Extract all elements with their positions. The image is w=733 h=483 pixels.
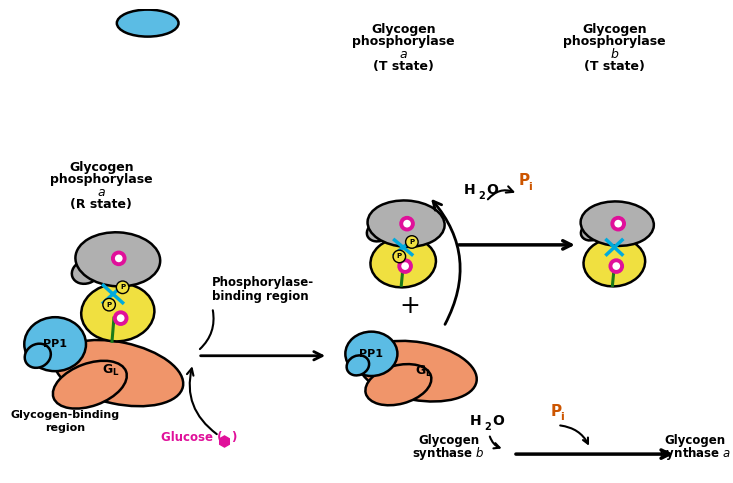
Ellipse shape <box>345 332 397 376</box>
Text: 2: 2 <box>479 191 485 200</box>
Text: P: P <box>397 254 402 259</box>
Circle shape <box>103 298 115 311</box>
Text: Glucose (: Glucose ( <box>161 431 223 443</box>
Ellipse shape <box>75 232 161 286</box>
Text: O: O <box>492 414 504 428</box>
Text: $\it{b}$: $\it{b}$ <box>610 47 619 61</box>
Circle shape <box>610 259 623 273</box>
Text: synthase $\it{b}$: synthase $\it{b}$ <box>412 445 485 462</box>
Ellipse shape <box>81 284 155 341</box>
Ellipse shape <box>358 341 476 401</box>
Circle shape <box>117 314 125 322</box>
Circle shape <box>398 259 412 273</box>
Text: i: i <box>528 182 532 192</box>
FancyArrowPatch shape <box>433 201 460 325</box>
Text: phosphorylase: phosphorylase <box>352 35 454 48</box>
Text: P: P <box>106 302 111 308</box>
Ellipse shape <box>583 238 645 286</box>
Circle shape <box>114 312 128 325</box>
Ellipse shape <box>365 364 431 405</box>
Text: Glycogen-binding: Glycogen-binding <box>10 411 119 420</box>
Ellipse shape <box>367 200 445 247</box>
FancyArrowPatch shape <box>490 437 500 448</box>
Ellipse shape <box>25 344 51 368</box>
Text: P: P <box>519 173 530 188</box>
Text: 2: 2 <box>485 422 491 432</box>
Text: P: P <box>120 284 125 290</box>
Text: binding region: binding region <box>213 290 309 303</box>
Text: +: + <box>399 294 420 318</box>
Circle shape <box>614 220 622 227</box>
Text: Glycogen: Glycogen <box>418 434 479 447</box>
Text: $\it{a}$: $\it{a}$ <box>97 185 106 199</box>
Circle shape <box>403 220 411 227</box>
Text: $\mathbf{G_L}$: $\mathbf{G_L}$ <box>102 363 120 378</box>
Text: P: P <box>550 403 561 419</box>
Text: region: region <box>45 423 85 433</box>
Text: phosphorylase: phosphorylase <box>563 35 666 48</box>
Text: H: H <box>470 414 482 428</box>
Circle shape <box>117 281 129 294</box>
Ellipse shape <box>54 340 183 406</box>
Text: PP1: PP1 <box>359 349 383 359</box>
Text: Phosphorylase-: Phosphorylase- <box>213 276 314 289</box>
Text: (R state): (R state) <box>70 198 133 211</box>
Ellipse shape <box>24 317 86 371</box>
Circle shape <box>112 252 125 265</box>
Ellipse shape <box>370 237 436 287</box>
Text: i: i <box>560 412 564 422</box>
FancyArrowPatch shape <box>200 310 213 349</box>
FancyArrowPatch shape <box>560 426 588 444</box>
Text: Glycogen: Glycogen <box>371 23 435 36</box>
Text: synthase $\it{a}$: synthase $\it{a}$ <box>659 445 732 462</box>
Ellipse shape <box>366 221 391 242</box>
Text: PP1: PP1 <box>43 339 67 349</box>
Text: ): ) <box>231 431 236 443</box>
Text: P: P <box>409 239 414 245</box>
Text: $\it{a}$: $\it{a}$ <box>399 48 408 61</box>
Text: Glycogen: Glycogen <box>665 434 726 447</box>
Ellipse shape <box>53 361 127 409</box>
Ellipse shape <box>347 355 369 375</box>
Text: (T state): (T state) <box>373 60 434 73</box>
Ellipse shape <box>581 201 654 246</box>
Ellipse shape <box>72 260 100 284</box>
Text: $\mathbf{G_L}$: $\mathbf{G_L}$ <box>415 364 432 379</box>
Text: Glycogen: Glycogen <box>69 161 133 173</box>
Circle shape <box>400 217 414 230</box>
FancyArrowPatch shape <box>488 186 513 199</box>
Circle shape <box>611 217 625 230</box>
Text: phosphorylase: phosphorylase <box>50 173 152 186</box>
FancyArrowPatch shape <box>187 369 217 434</box>
Circle shape <box>405 236 418 248</box>
Text: H: H <box>464 183 476 197</box>
Circle shape <box>115 255 122 262</box>
Text: O: O <box>486 183 498 197</box>
Text: (T state): (T state) <box>584 60 645 73</box>
Text: Glycogen: Glycogen <box>582 23 647 36</box>
Ellipse shape <box>581 222 603 241</box>
Circle shape <box>612 262 620 270</box>
Ellipse shape <box>117 10 179 37</box>
Circle shape <box>401 262 409 270</box>
Circle shape <box>393 250 405 263</box>
